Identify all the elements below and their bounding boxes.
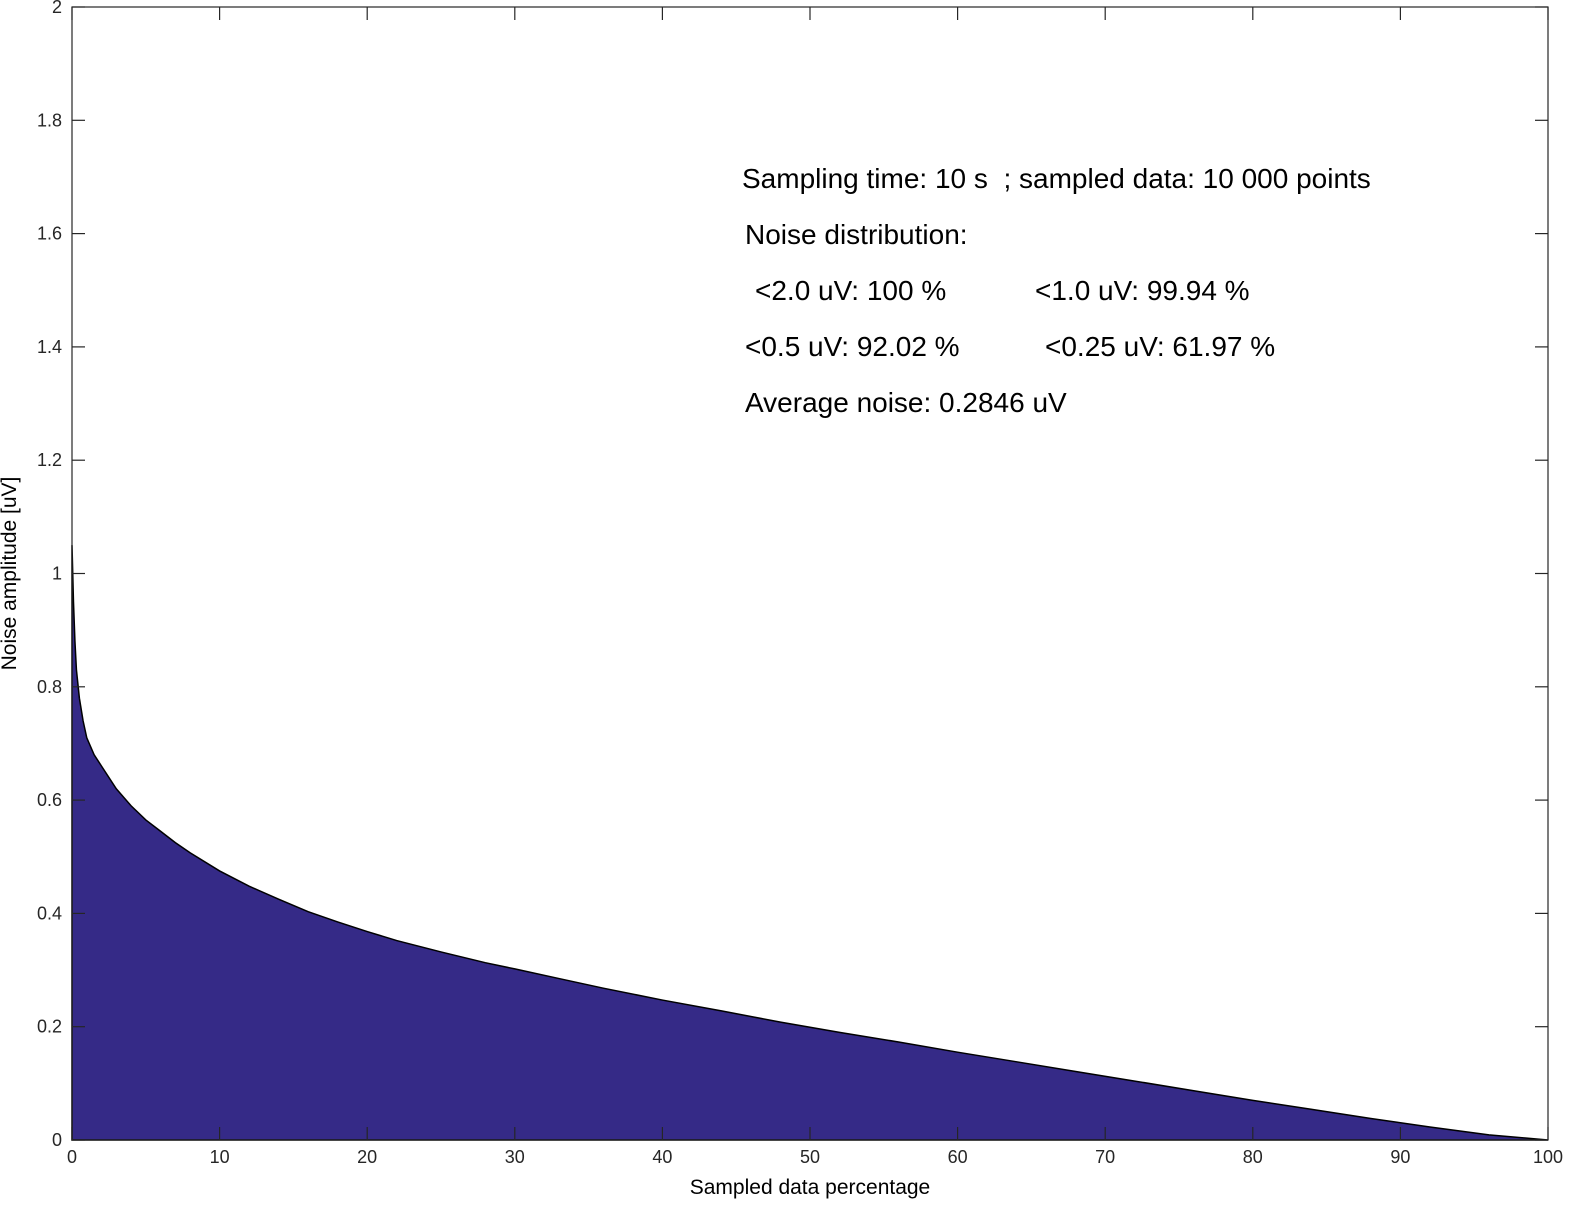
x-tick-label: 90: [1390, 1147, 1410, 1167]
annotation-lt-2uv: <2.0 uV: 100 %: [755, 275, 946, 306]
annotation-average-noise: Average noise: 0.2846 uV: [745, 387, 1067, 418]
y-tick-label: 0: [52, 1130, 62, 1150]
y-tick-label: 0.6: [37, 790, 62, 810]
x-tick-label: 80: [1243, 1147, 1263, 1167]
y-tick-label: 0.2: [37, 1017, 62, 1037]
y-tick-label: 1.6: [37, 224, 62, 244]
annotation-noise-distribution: Noise distribution:: [745, 219, 968, 250]
x-tick-label: 50: [800, 1147, 820, 1167]
area-layer: [71, 545, 1549, 1141]
y-tick-label: 1: [52, 564, 62, 584]
y-tick-label: 0.4: [37, 903, 62, 923]
y-tick-label: 0.8: [37, 677, 62, 697]
x-tick-label: 60: [948, 1147, 968, 1167]
y-tick-label: 2: [52, 0, 62, 17]
annotation-lt-0-25uv: <0.25 uV: 61.97 %: [1045, 331, 1275, 362]
x-tick-label: 20: [357, 1147, 377, 1167]
y-tick-label: 1.4: [37, 337, 62, 357]
y-tick-label: 1.2: [37, 450, 62, 470]
x-tick-label: 100: [1533, 1147, 1563, 1167]
annotation-sampling: Sampling time: 10 s ; sampled data: 10 0…: [742, 163, 1371, 194]
annotation-lt-0-5uv: <0.5 uV: 92.02 %: [745, 331, 960, 362]
annotation-block: Sampling time: 10 s ; sampled data: 10 0…: [742, 163, 1371, 418]
x-axis-label: Sampled data percentage: [690, 1176, 931, 1199]
y-tick-label: 1.8: [37, 110, 62, 130]
tick-layer: 0 10 20 30 40 50 60 70 80 90 100 0 0.2 0.4 0.6 0.8 1 1.2 1…: [37, 0, 1563, 1167]
x-tick-label: 70: [1095, 1147, 1115, 1167]
x-tick-label: 10: [210, 1147, 230, 1167]
x-tick-label: 0: [67, 1147, 77, 1167]
x-tick-label: 30: [505, 1147, 525, 1167]
annotation-lt-1uv: <1.0 uV: 99.94 %: [1035, 275, 1250, 306]
x-tick-label: 40: [652, 1147, 672, 1167]
y-axis-label: Noise amplitude [uV]: [0, 477, 21, 671]
noise-area: [71, 545, 1549, 1141]
